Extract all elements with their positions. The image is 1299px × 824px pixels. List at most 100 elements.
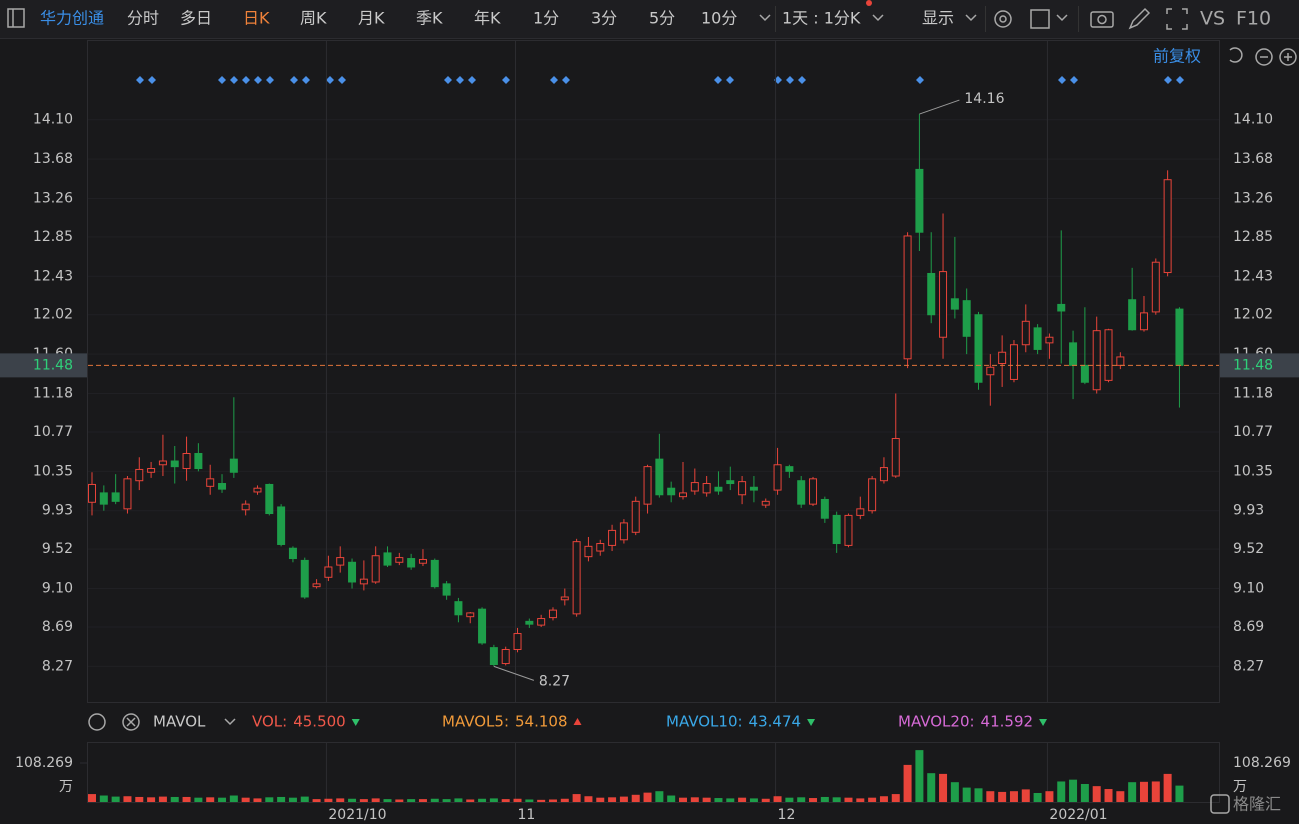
adjust-mode[interactable]: 前复权 bbox=[1153, 47, 1201, 66]
volume-bar bbox=[596, 797, 605, 802]
tab[interactable]: 年K bbox=[474, 9, 501, 28]
candle-body bbox=[206, 478, 215, 487]
candle-body bbox=[99, 492, 108, 505]
volume-bar bbox=[442, 799, 451, 802]
y-tick-label-right: 13.68 bbox=[1233, 151, 1273, 167]
y-tick-label: 8.69 bbox=[42, 619, 73, 635]
zoom-out-icon[interactable] bbox=[1255, 48, 1273, 66]
candle-body bbox=[478, 608, 487, 644]
candle-body bbox=[679, 492, 687, 498]
volume-bar bbox=[170, 796, 179, 802]
event-marker bbox=[726, 76, 734, 84]
tab[interactable]: 多日 bbox=[180, 9, 212, 28]
volume-bar bbox=[1128, 782, 1137, 802]
reset-icon[interactable] bbox=[1229, 47, 1243, 63]
volume-bar bbox=[832, 797, 841, 802]
event-marker bbox=[338, 76, 346, 84]
draw-icon[interactable] bbox=[1128, 7, 1151, 30]
indicator-settings[interactable] bbox=[88, 713, 106, 731]
candle-body bbox=[123, 478, 132, 510]
vs-button[interactable]: VS bbox=[1200, 8, 1225, 30]
zoom-in-icon[interactable] bbox=[1279, 48, 1297, 66]
tab[interactable]: 3分 bbox=[591, 9, 617, 28]
candle-body bbox=[773, 464, 782, 491]
candle-body bbox=[631, 500, 640, 533]
candle-body bbox=[667, 487, 676, 496]
volume-bar bbox=[1045, 791, 1054, 802]
volume-bar bbox=[879, 796, 888, 802]
candle-body bbox=[454, 601, 463, 616]
camera-icon[interactable] bbox=[1090, 11, 1114, 28]
tab[interactable]: 周K bbox=[300, 9, 327, 28]
y-tick-label-right: 9.52 bbox=[1233, 541, 1264, 557]
y-tick-label-right: 13.26 bbox=[1233, 190, 1273, 206]
indicator-chevron[interactable] bbox=[224, 718, 236, 726]
settings-icon[interactable] bbox=[994, 10, 1012, 28]
candle-body bbox=[371, 555, 380, 583]
candle-body bbox=[927, 272, 936, 316]
event-marker bbox=[1058, 76, 1066, 84]
candle-body bbox=[111, 492, 120, 502]
tab[interactable]: 10分 bbox=[701, 9, 737, 28]
y-tick-label: 12.43 bbox=[33, 268, 73, 284]
volume-bar bbox=[430, 798, 439, 802]
min-label: 8.27 bbox=[539, 673, 570, 689]
y-tick-label-right: 12.43 bbox=[1233, 268, 1273, 284]
overlay-icon[interactable] bbox=[1030, 9, 1050, 29]
tab[interactable]: 分时 bbox=[127, 9, 159, 28]
candle-body bbox=[690, 482, 699, 492]
y-tick-label-right: 9.10 bbox=[1233, 581, 1264, 597]
volume-bar bbox=[395, 799, 404, 802]
indicator-close[interactable] bbox=[122, 713, 140, 731]
event-marker bbox=[562, 76, 570, 84]
candle-body bbox=[1175, 308, 1184, 366]
volume-bar bbox=[324, 798, 333, 802]
candle-body bbox=[442, 583, 451, 596]
candle-body bbox=[135, 468, 144, 482]
volume-bar bbox=[525, 799, 534, 802]
fullscreen-icon[interactable] bbox=[1166, 8, 1188, 30]
sidebar-toggle[interactable] bbox=[7, 8, 25, 28]
indicator-trend bbox=[573, 718, 582, 725]
camera-lens bbox=[1097, 14, 1107, 25]
tab[interactable]: 月K bbox=[358, 9, 385, 28]
candle-body bbox=[241, 503, 250, 511]
candle-body bbox=[383, 552, 392, 566]
more-chevron[interactable] bbox=[759, 14, 771, 22]
volume-bar bbox=[466, 799, 475, 802]
y-tick-label: 12.85 bbox=[33, 229, 73, 245]
volume-bar bbox=[844, 797, 853, 802]
event-marker bbox=[1164, 76, 1172, 84]
candle-body bbox=[407, 558, 416, 568]
indicator-value: 54.108 bbox=[515, 713, 568, 731]
max-label: 14.16 bbox=[964, 91, 1004, 107]
tab[interactable]: 1分 bbox=[533, 9, 559, 28]
display-menu[interactable]: 显示 bbox=[922, 9, 954, 28]
indicator-label: MAVOL10: bbox=[666, 713, 743, 731]
period-select[interactable]: 1天 : 1分K bbox=[782, 9, 861, 28]
candle-body bbox=[584, 545, 593, 558]
volume-bar bbox=[359, 799, 368, 802]
volume-tick-label: 108.269 bbox=[15, 755, 73, 771]
tab[interactable]: 日K bbox=[243, 9, 270, 28]
tab[interactable]: 季K bbox=[416, 9, 443, 28]
event-marker bbox=[1176, 76, 1184, 84]
event-marker bbox=[502, 76, 510, 84]
f10-button[interactable]: F10 bbox=[1236, 8, 1271, 30]
stock-name[interactable]: 华力创通 bbox=[40, 9, 104, 28]
y-tick-label-right: 8.27 bbox=[1233, 658, 1264, 674]
volume-bar bbox=[667, 795, 676, 802]
candle-body bbox=[702, 483, 711, 494]
event-marker bbox=[798, 76, 806, 84]
candle-body bbox=[1080, 364, 1089, 383]
tab[interactable]: 5分 bbox=[649, 9, 675, 28]
volume-bar bbox=[147, 797, 156, 802]
volume-bar bbox=[738, 797, 747, 802]
max-leader bbox=[919, 99, 960, 115]
volume-bar bbox=[454, 798, 463, 802]
candle-body bbox=[962, 300, 971, 337]
candle-body bbox=[797, 480, 806, 505]
indicator-name[interactable]: MAVOL bbox=[153, 713, 206, 731]
